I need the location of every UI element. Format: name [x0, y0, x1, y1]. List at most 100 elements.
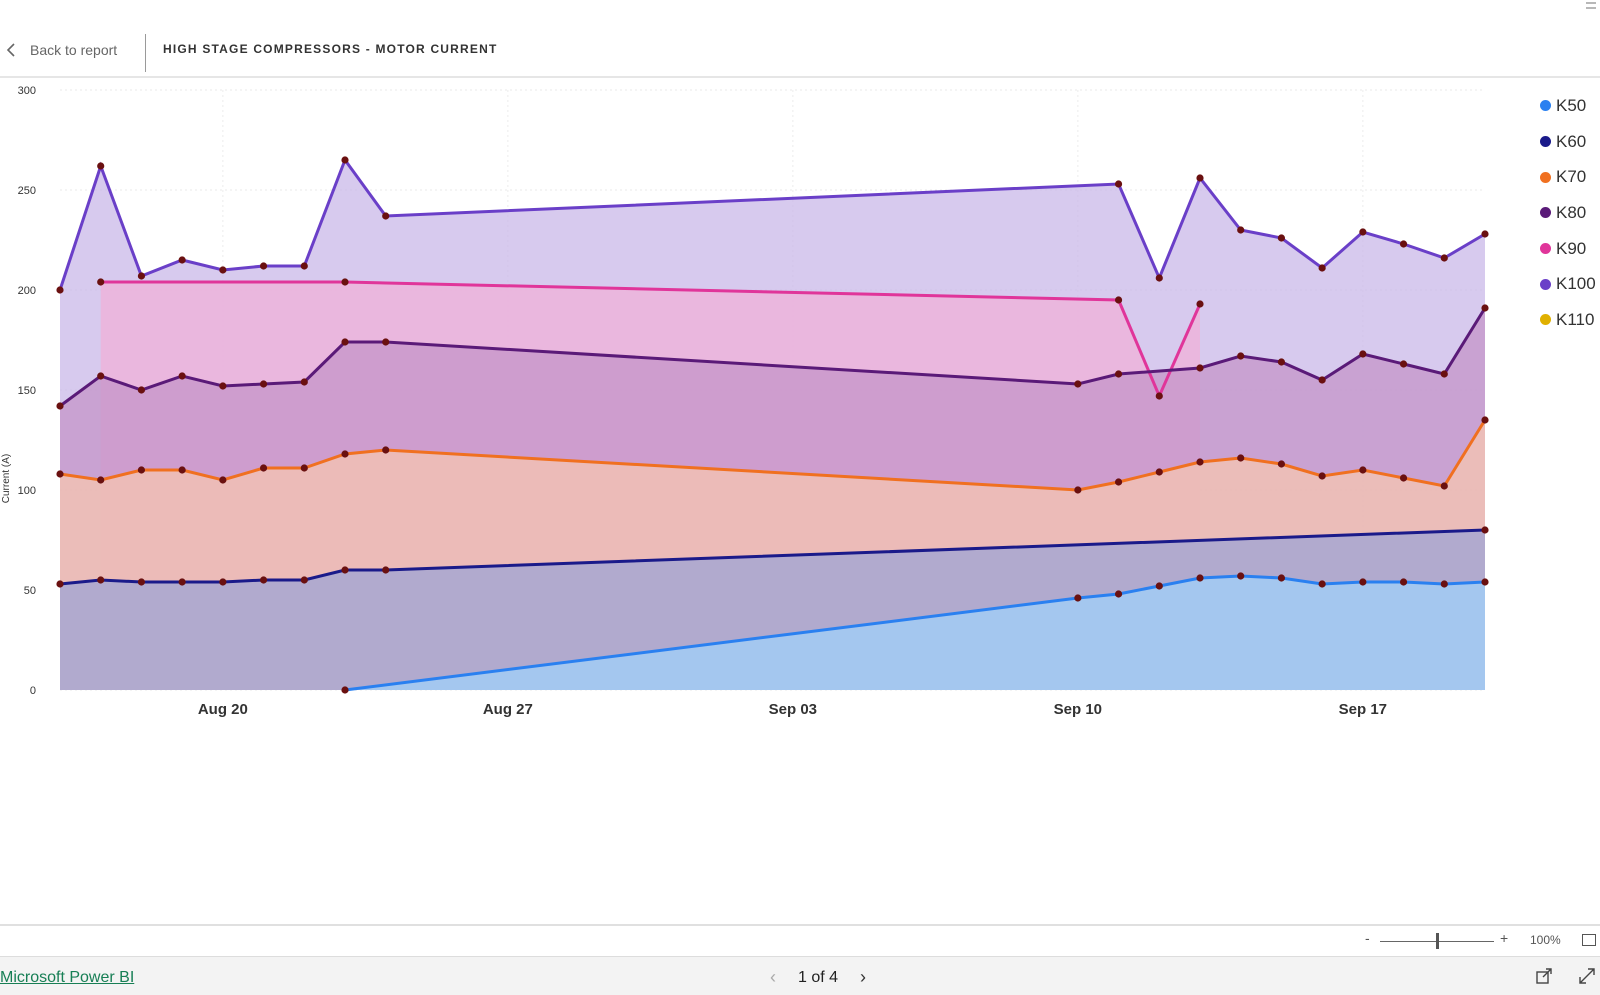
legend-swatch	[1540, 278, 1551, 290]
line-k50	[344, 574, 1486, 692]
point-k70	[1114, 478, 1123, 486]
point-k50	[1155, 582, 1163, 590]
point-k80	[1196, 364, 1204, 372]
point-k70	[1237, 454, 1245, 462]
zoom-out-button[interactable]: -	[1365, 930, 1370, 946]
point-k60	[382, 566, 390, 574]
fit-to-page-icon[interactable]	[1582, 934, 1596, 946]
point-k50	[1196, 574, 1204, 582]
y-tick-label: 100	[18, 485, 36, 497]
point-k100	[56, 286, 64, 294]
back-to-report-button[interactable]: Back to report	[6, 36, 117, 64]
point-k80	[56, 402, 64, 410]
point-k80	[1399, 360, 1408, 368]
point-k80	[1318, 376, 1326, 384]
back-label: Back to report	[30, 42, 118, 58]
more-options-icon[interactable]	[1584, 0, 1596, 14]
point-k90	[341, 278, 349, 286]
x-tick-label: Sep 17	[1339, 701, 1387, 718]
legend-item-k70[interactable]: K70	[1540, 159, 1600, 195]
legend-label: K50	[1556, 95, 1587, 115]
point-k100	[300, 262, 308, 270]
point-k100	[382, 212, 390, 220]
point-k100	[1481, 230, 1489, 238]
power-bi-link[interactable]: Microsoft Power BI	[0, 969, 135, 986]
point-k80	[1359, 350, 1367, 358]
point-k60	[56, 580, 64, 588]
point-k70	[341, 450, 349, 458]
point-k90	[1196, 300, 1204, 308]
legend-item-k90[interactable]: K90	[1540, 231, 1600, 267]
point-k80	[1481, 304, 1489, 312]
point-k90	[1155, 392, 1163, 400]
y-tick-label: 150	[18, 385, 36, 397]
point-k90	[97, 278, 105, 286]
footer-bar: Microsoft Power BI ‹ 1 of 4 ›	[0, 956, 1600, 995]
point-k70	[137, 466, 146, 474]
area-k50	[345, 576, 1485, 690]
point-k70	[1277, 460, 1286, 468]
point-k100	[137, 272, 146, 280]
point-k60	[178, 578, 186, 586]
point-k100	[1155, 274, 1163, 282]
next-page-button[interactable]: ›	[860, 967, 867, 987]
zoom-slider-thumb[interactable]	[1436, 933, 1439, 949]
point-k100	[1440, 254, 1448, 262]
point-k80	[219, 382, 227, 390]
legend-swatch	[1540, 243, 1551, 255]
x-tick-label: Aug 20	[198, 701, 248, 718]
point-k100	[341, 156, 349, 164]
point-k50	[341, 686, 349, 694]
point-k80	[137, 386, 146, 394]
point-k100	[97, 162, 105, 170]
point-k100	[1399, 240, 1408, 248]
point-k90	[1114, 296, 1123, 304]
point-k100	[1277, 234, 1286, 242]
chart-legend: K50 K60 K70 K80 K90 K100 K110	[1540, 88, 1600, 338]
legend-label: K80	[1556, 202, 1587, 222]
x-tick-label: Aug 27	[483, 701, 533, 718]
expand-icon[interactable]	[1578, 967, 1596, 985]
point-k50	[1318, 580, 1326, 588]
zoom-bar: - + 100%	[0, 924, 1600, 956]
x-tick-label: Sep 10	[1054, 701, 1102, 718]
point-k70	[1155, 468, 1163, 476]
page-indicator: 1 of 4	[798, 968, 839, 986]
prev-page-button[interactable]: ‹	[770, 967, 776, 987]
page-title: HIGH STAGE COMPRESSORS - MOTOR CURRENT	[163, 42, 498, 56]
legend-swatch	[1540, 314, 1551, 326]
zoom-in-button[interactable]: +	[1500, 930, 1509, 946]
y-tick-label: 0	[30, 685, 36, 697]
point-k70	[56, 470, 64, 478]
point-k80	[300, 378, 308, 386]
legend-label: K100	[1556, 274, 1596, 294]
point-k70	[259, 464, 268, 472]
share-icon[interactable]	[1535, 967, 1553, 985]
point-k100	[259, 262, 268, 270]
point-k60	[300, 576, 308, 584]
point-k60	[137, 578, 146, 586]
point-k60	[1481, 526, 1489, 534]
y-axis-label: Current (A)	[1, 453, 13, 504]
point-k70	[1318, 472, 1326, 480]
point-k50	[1359, 578, 1367, 586]
point-k100	[219, 266, 227, 274]
y-tick-label: 300	[18, 85, 36, 97]
legend-item-k100[interactable]: K100	[1540, 266, 1600, 302]
point-k60	[219, 578, 227, 586]
point-k50	[1399, 578, 1408, 586]
legend-item-k80[interactable]: K80	[1540, 195, 1600, 231]
line-k60	[59, 528, 1486, 586]
point-k100	[1114, 180, 1123, 188]
legend-item-k60[interactable]: K60	[1540, 124, 1600, 160]
y-tick-label: 250	[18, 185, 36, 197]
top-bar: Back to report HIGH STAGE COMPRESSORS - …	[0, 0, 1600, 78]
y-tick-label: 200	[18, 285, 36, 297]
point-k70	[382, 446, 390, 454]
legend-label: K60	[1556, 131, 1587, 151]
legend-item-k110[interactable]: K110	[1540, 302, 1600, 338]
point-k100	[178, 256, 186, 264]
legend-swatch	[1540, 136, 1551, 148]
point-k70	[1481, 416, 1489, 424]
legend-item-k50[interactable]: K50	[1540, 88, 1600, 124]
